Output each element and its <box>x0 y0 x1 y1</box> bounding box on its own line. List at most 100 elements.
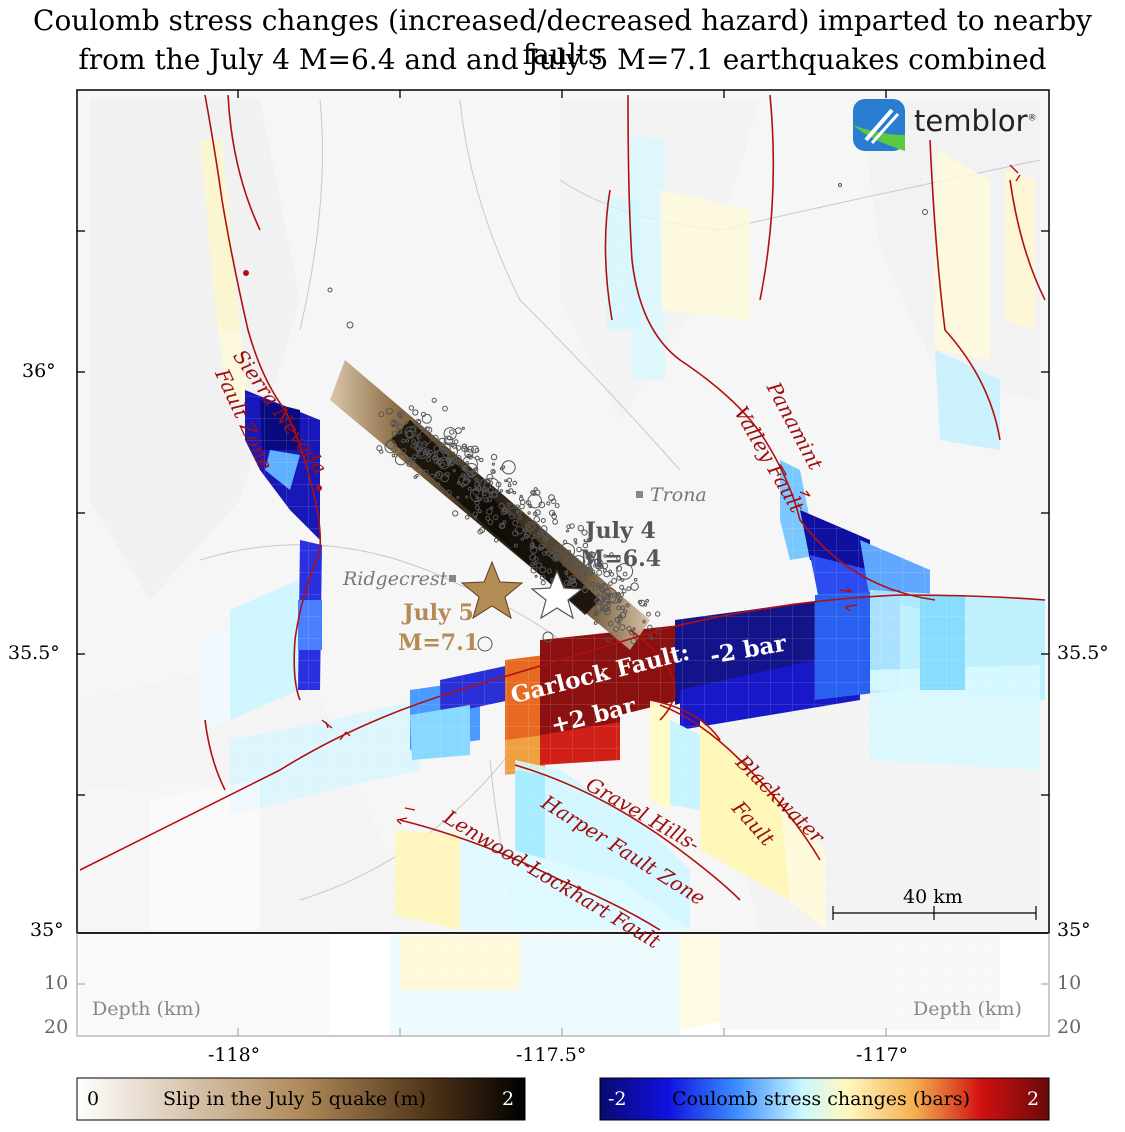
aftershock-point <box>490 453 498 461</box>
aftershock-point <box>525 522 542 539</box>
aftershock-point <box>539 574 546 581</box>
aftershock-point <box>611 578 617 584</box>
aftershock-point <box>516 510 522 516</box>
aftershock-point <box>637 599 643 605</box>
aftershock-point <box>409 458 416 464</box>
aftershock-point <box>579 575 586 583</box>
aftershock-point <box>601 562 609 570</box>
aftershock-point <box>406 430 413 438</box>
aftershock-point <box>525 521 536 532</box>
aftershock-point <box>615 565 623 572</box>
aftershock-point <box>566 529 569 533</box>
aftershock-point <box>618 614 623 619</box>
aftershock-point <box>532 511 538 517</box>
aftershock-point <box>420 411 427 417</box>
aftershock-point <box>504 479 508 483</box>
aftershock-point <box>616 563 634 580</box>
slip-colorbar-min: 0 <box>87 1088 100 1110</box>
aftershock-point <box>446 489 452 496</box>
aftershock-point <box>461 443 468 450</box>
aftershock-point <box>406 461 413 468</box>
lat-tick-right-35-5: 35.5° <box>1057 642 1109 664</box>
aftershock-point <box>431 434 439 442</box>
aftershock-point <box>567 581 572 587</box>
fault-marker-dot <box>243 270 249 276</box>
aftershock-point <box>436 459 442 465</box>
aftershock-point <box>487 519 494 525</box>
aftershock-point <box>519 494 523 498</box>
coulomb-colorbar-min: -2 <box>608 1088 627 1110</box>
aftershock-point <box>508 488 514 494</box>
aftershock-point <box>572 555 586 569</box>
aftershock-point <box>405 438 410 443</box>
aftershock-point <box>500 509 507 516</box>
aftershock-point <box>630 582 639 591</box>
patch-grid <box>77 90 1049 933</box>
aftershock-point <box>429 473 436 480</box>
aftershock-point <box>415 473 419 478</box>
aftershock-point <box>585 554 592 560</box>
aftershock-point <box>436 472 441 477</box>
aftershock-point <box>616 605 622 611</box>
aftershock-point <box>479 527 486 534</box>
aftershock-point <box>617 596 623 602</box>
aftershock-point <box>461 455 478 472</box>
aftershock-point <box>473 515 478 519</box>
aftershock-point <box>488 493 493 498</box>
aftershock-point <box>535 562 542 569</box>
july5-date: July 5 <box>403 600 474 626</box>
aftershock-point <box>405 421 409 425</box>
aftershock-point <box>391 430 398 437</box>
aftershock-point <box>477 636 493 652</box>
aftershock-point <box>410 443 416 449</box>
aftershock-point <box>474 478 479 483</box>
temblor-logo-icon <box>853 99 905 151</box>
aftershock-point <box>417 430 433 445</box>
aftershock-point <box>625 603 630 608</box>
aftershock-point <box>415 466 418 470</box>
aftershock-point <box>564 570 569 575</box>
aftershock-point <box>593 563 597 568</box>
aftershock-point <box>475 495 479 500</box>
aftershock-point <box>417 425 422 429</box>
aftershock-point <box>530 546 538 554</box>
aftershock-point <box>593 610 599 617</box>
aftershock-point <box>438 437 447 447</box>
aftershock-point <box>581 529 588 536</box>
aftershock-point <box>461 445 468 452</box>
aftershock-point <box>620 578 625 582</box>
brand-name: temblor <box>914 104 1028 138</box>
aftershock-point <box>411 439 416 444</box>
aftershock-point <box>533 516 541 523</box>
aftershock-point <box>605 637 612 643</box>
aftershock-point <box>442 405 448 412</box>
aftershock-point <box>346 321 354 329</box>
aftershock-point <box>508 513 515 520</box>
aftershock-point <box>603 608 611 616</box>
aftershock-point <box>485 515 491 521</box>
aftershock-point <box>517 515 522 520</box>
july4-mag: M=6.4 <box>580 546 662 572</box>
aftershock-point <box>486 473 494 481</box>
aftershock-point <box>546 550 552 557</box>
aftershock-point <box>548 535 552 539</box>
aftershock-point <box>472 511 478 517</box>
aftershock-point <box>573 538 578 542</box>
aftershock-point <box>601 587 618 604</box>
july5-mag: M=7.1 <box>398 630 480 656</box>
aftershock-point <box>421 413 432 424</box>
aftershock-point <box>417 449 425 457</box>
aftershock-point <box>527 511 531 515</box>
aftershock-point <box>446 458 452 463</box>
aftershock-point <box>608 569 613 574</box>
aftershock-point <box>452 469 456 473</box>
aftershock-point <box>512 520 519 527</box>
aftershock-point <box>467 486 472 491</box>
aftershock-point <box>477 528 484 535</box>
aftershock-point <box>524 531 531 538</box>
aftershock-point <box>574 541 578 545</box>
tick-marks <box>77 90 1049 796</box>
aftershock-point <box>609 572 615 577</box>
aftershock-point <box>626 586 632 591</box>
